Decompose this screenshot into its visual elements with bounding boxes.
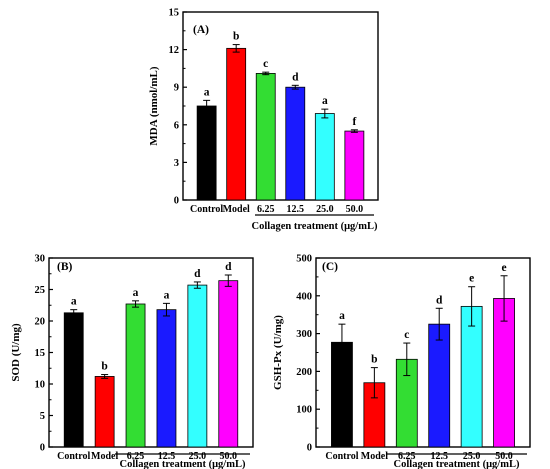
significance-letter: e — [469, 273, 474, 285]
chart-panel-b: 0 5 10 15 20 25 30 SOD (U/mg) (B) a Control b Model a… — [10, 254, 254, 469]
group-label: Collagen treatment (μg/mL) — [394, 459, 520, 469]
significance-letter: a — [322, 95, 328, 107]
bar-12-5 — [285, 86, 306, 201]
x-tick-label: 12.5 — [158, 451, 176, 462]
x-tick-label: 50.0 — [495, 451, 513, 462]
x-tick-label: Model — [361, 451, 388, 462]
y-tick-label: 200 — [296, 367, 312, 378]
bar-control — [196, 105, 217, 201]
significance-letter: d — [194, 268, 201, 280]
y-tick-label: 25 — [35, 285, 46, 296]
bar-model — [226, 47, 247, 201]
x-tick-label: 6.25 — [398, 451, 416, 462]
x-tick-label: 25.0 — [316, 204, 334, 215]
significance-letter: b — [101, 361, 107, 373]
y-tick-label: 15 — [169, 8, 180, 19]
bar-6-25 — [125, 303, 146, 448]
significance-letter: b — [371, 354, 377, 366]
x-tick-label: 12.5 — [430, 451, 448, 462]
y-tick-label: 20 — [35, 317, 46, 328]
significance-letter: c — [263, 58, 268, 70]
significance-letter: a — [164, 289, 170, 301]
x-tick-label: 25.0 — [189, 451, 207, 462]
y-tick-label: 0 — [40, 443, 45, 454]
y-axis-title: SOD (U/mg) — [10, 323, 22, 382]
panel-label: (C) — [322, 261, 338, 273]
x-tick-label: 50.0 — [220, 451, 238, 462]
significance-letter: b — [233, 31, 239, 43]
y-tick-label: 0 — [174, 196, 179, 207]
group-label: Collagen treatment (μg/mL) — [120, 459, 246, 469]
y-tick-label: 30 — [35, 254, 46, 265]
x-tick-label: Model — [91, 451, 118, 462]
significance-letter: a — [339, 310, 345, 322]
y-tick-label: 10 — [35, 380, 46, 391]
significance-letter: d — [225, 261, 232, 273]
bar-6-25 — [255, 73, 276, 201]
y-tick-label: 400 — [296, 291, 312, 302]
chart-panel-c: 0 100 200 300 400 500 GSH-Px (U/mg) (C) a Control… — [272, 254, 531, 469]
y-tick-label: 6 — [174, 120, 179, 131]
y-tick-label: 300 — [296, 329, 312, 340]
x-tick-label: Control — [57, 451, 90, 462]
x-tick-label: Model — [223, 204, 250, 215]
significance-letter: a — [133, 287, 139, 299]
bar-model — [94, 376, 115, 448]
significance-letter: f — [352, 116, 356, 128]
significance-letter: c — [404, 329, 409, 341]
y-tick-label: 3 — [174, 158, 179, 169]
significance-letter: d — [436, 294, 443, 306]
x-tick-label: 6.25 — [257, 204, 275, 215]
bar-25-0 — [187, 284, 208, 448]
bar-12-5 — [156, 309, 177, 448]
y-tick-label: 12 — [169, 45, 180, 56]
chart-panel-a: 0 3 6 9 12 15 MDA (nmol/mL) (A) a Control b Model c 6… — [148, 8, 379, 232]
bar-control — [63, 312, 84, 448]
x-tick-label: Control — [325, 451, 358, 462]
y-tick-label: 100 — [296, 405, 312, 416]
panel-label: (B) — [57, 261, 73, 273]
x-tick-label: 6.25 — [127, 451, 145, 462]
x-tick-label: 25.0 — [463, 451, 481, 462]
y-axis-title: MDA (nmol/mL) — [148, 66, 160, 145]
significance-letter: d — [292, 71, 299, 83]
significance-letter: e — [502, 262, 507, 274]
x-tick-label: 50.0 — [346, 204, 364, 215]
group-label: Collagen treatment (μg/mL) — [252, 221, 378, 232]
bar-25-0 — [314, 113, 335, 201]
significance-letter: a — [204, 86, 210, 98]
x-tick-label: Control — [190, 204, 223, 215]
y-tick-label: 15 — [35, 348, 46, 359]
y-tick-label: 500 — [296, 254, 312, 265]
bar-50-0 — [218, 280, 239, 448]
panel-label: (A) — [193, 24, 209, 36]
bar-50-0 — [344, 130, 365, 201]
y-tick-label: 9 — [174, 83, 179, 94]
significance-letter: a — [71, 296, 77, 308]
x-tick-label: 12.5 — [287, 204, 305, 215]
bar-25-0 — [460, 305, 483, 448]
y-tick-label: 0 — [307, 443, 312, 454]
y-axis-title: GSH-Px (U/mg) — [272, 315, 284, 390]
bar-12-5 — [428, 323, 451, 448]
y-tick-label: 5 — [40, 411, 45, 422]
